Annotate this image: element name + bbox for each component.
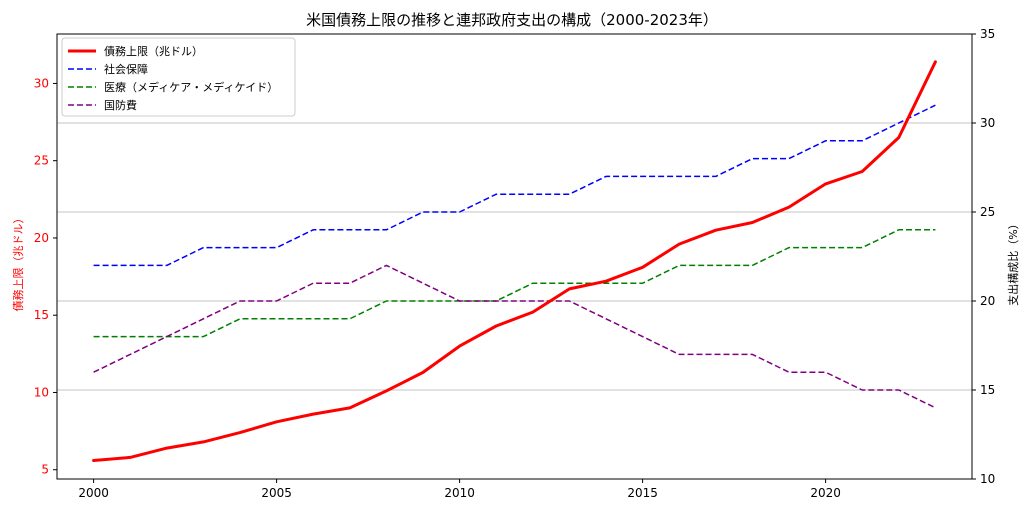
right-tick-label: 10 bbox=[980, 472, 995, 486]
x-tick-label: 2000 bbox=[78, 486, 109, 500]
left-axis-ticks: 5 10 15 20 25 30 bbox=[34, 76, 57, 477]
right-axis-title: 支出構成比（%） bbox=[1006, 218, 1020, 305]
left-tick-label: 30 bbox=[34, 76, 49, 90]
left-axis-title: 債務上限（兆ドル） bbox=[11, 213, 25, 312]
left-tick-label: 25 bbox=[34, 154, 49, 168]
left-tick-label: 5 bbox=[41, 463, 49, 477]
legend-label: 社会保障 bbox=[104, 62, 148, 76]
series-line bbox=[93, 104, 936, 267]
x-tick-label: 2020 bbox=[810, 486, 841, 500]
legend-label: 医療（メディケア・メディケイド） bbox=[104, 80, 278, 94]
x-axis-ticks: 2000 2005 2010 2015 2020 bbox=[78, 479, 841, 500]
legend-label: 国防費 bbox=[104, 98, 137, 112]
right-tick-label: 30 bbox=[980, 116, 995, 130]
x-tick-label: 2010 bbox=[444, 486, 475, 500]
plot-frame bbox=[56, 33, 973, 480]
right-tick-label: 20 bbox=[980, 294, 995, 308]
series-line bbox=[93, 264, 936, 409]
right-tick-label: 35 bbox=[980, 27, 995, 41]
left-tick-label: 20 bbox=[34, 231, 49, 245]
series-line bbox=[92, 60, 937, 462]
grid-layer bbox=[57, 122, 972, 391]
legend-label: 債務上限（兆ドル） bbox=[104, 44, 203, 58]
legend-box bbox=[61, 37, 296, 117]
left-tick-label: 15 bbox=[34, 308, 49, 322]
x-tick-label: 2015 bbox=[627, 486, 658, 500]
right-tick-label: 25 bbox=[980, 205, 995, 219]
right-tick-label: 15 bbox=[980, 383, 995, 397]
left-tick-label: 10 bbox=[34, 385, 49, 399]
right-axis-ticks: 10 15 20 25 30 35 bbox=[972, 27, 995, 486]
series-layer bbox=[92, 60, 937, 462]
x-tick-label: 2005 bbox=[261, 486, 292, 500]
chart-title: 米国債務上限の推移と連邦政府支出の構成（2000-2023年） bbox=[306, 11, 718, 29]
series-line bbox=[93, 229, 936, 338]
